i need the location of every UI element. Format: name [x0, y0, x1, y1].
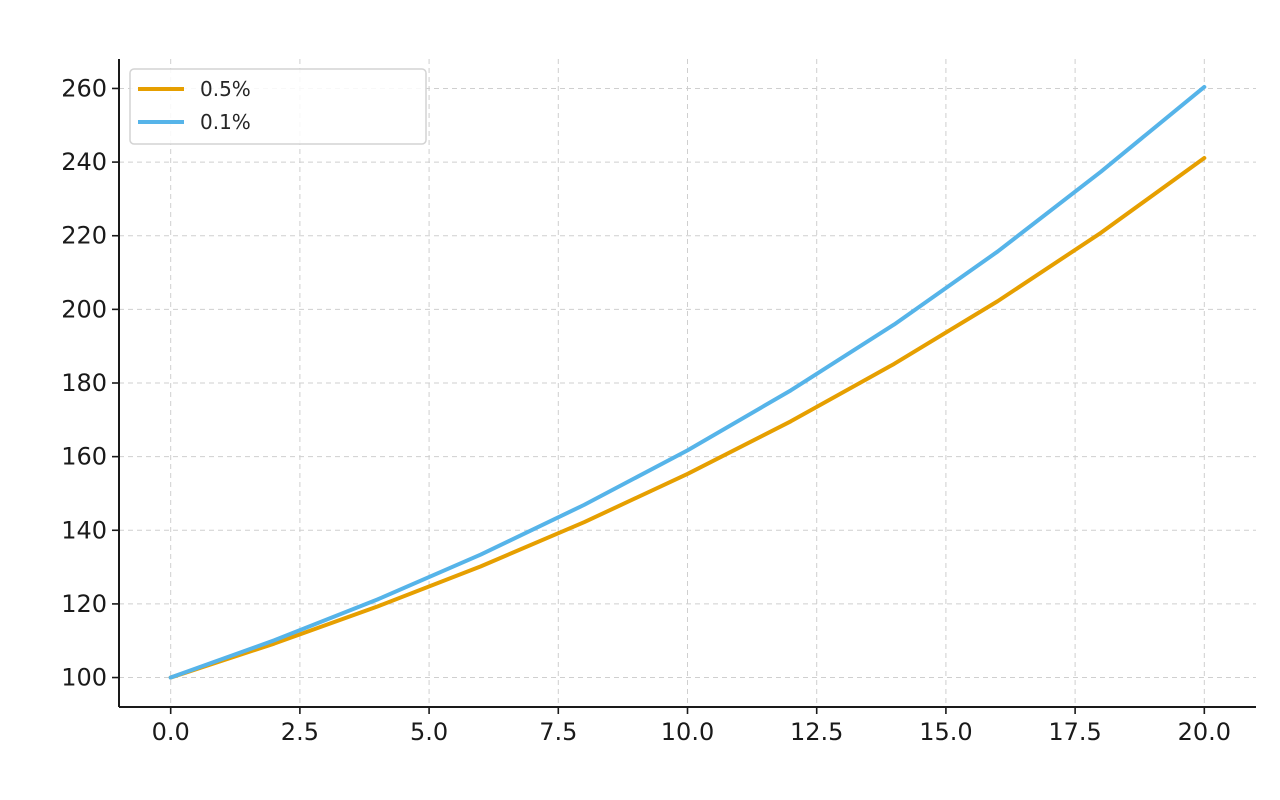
legend-frame	[129, 68, 427, 145]
x-tick-label: 12.5	[790, 718, 843, 746]
y-tick-label: 200	[61, 295, 107, 323]
y-tick-label: 120	[61, 590, 107, 618]
x-axis-ticks: 0.0 2.5 5.0 7.5 10.0 12.5 15.0 17.5 20.0	[152, 707, 1231, 746]
x-tick-label: 15.0	[919, 718, 972, 746]
y-axis-ticks: 100 120 140 160 180 200 220 240 260	[61, 74, 119, 692]
grid	[119, 59, 1256, 707]
series-line-0	[168, 156, 1207, 680]
x-tick-label: 0.0	[152, 718, 190, 746]
y-tick-label: 140	[61, 516, 107, 544]
y-tick-label: 240	[61, 148, 107, 176]
x-tick-label: 20.0	[1178, 718, 1231, 746]
legend-label-series-0: 0.5%	[200, 77, 251, 101]
legend: 0.5% 0.1%	[129, 68, 427, 145]
y-tick-label: 220	[61, 222, 107, 250]
x-tick-label: 2.5	[281, 718, 319, 746]
legend-label-series-1: 0.1%	[200, 110, 251, 134]
x-tick-label: 17.5	[1048, 718, 1101, 746]
y-tick-label: 100	[61, 664, 107, 692]
series-line-1	[168, 84, 1207, 680]
y-tick-label: 160	[61, 443, 107, 471]
x-tick-label: 5.0	[410, 718, 448, 746]
series-lines	[168, 84, 1207, 680]
y-tick-label: 260	[61, 74, 107, 102]
x-tick-label: 10.0	[661, 718, 714, 746]
x-tick-label: 7.5	[539, 718, 577, 746]
y-tick-label: 180	[61, 369, 107, 397]
